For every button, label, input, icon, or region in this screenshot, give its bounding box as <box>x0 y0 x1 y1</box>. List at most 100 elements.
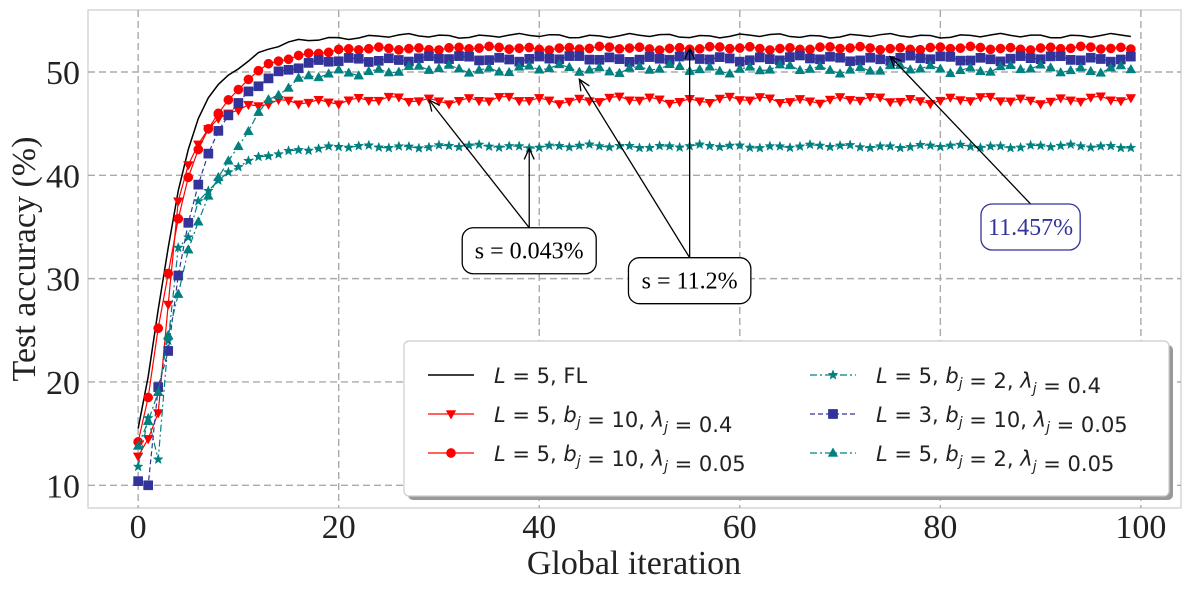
data-point-l5_b10_l005 <box>283 54 294 65</box>
data-point-l3_b10_l005 <box>283 64 294 75</box>
data-point-l5_b2_l005 <box>644 64 655 74</box>
legend-label-l5_b10_l005: L = 5, bj = 10, λj = 0.05 <box>494 442 746 476</box>
data-point-l3_b10_l005 <box>965 55 976 66</box>
data-point-l5_b10_l005 <box>484 41 494 52</box>
data-point-l5_b2_l005 <box>754 64 766 75</box>
data-point-l5_b2_l005 <box>373 63 385 73</box>
data-point-l5_b2_l04 <box>383 142 395 153</box>
legend-label-l5_b10_l04: L = 5, bj = 10, λj = 0.4 <box>494 403 732 437</box>
data-point-l5_b2_l04 <box>232 161 244 172</box>
data-point-l5_b10_l04 <box>634 96 645 106</box>
data-point-l5_b2_l005 <box>814 60 826 70</box>
data-point-l5_b10_l04 <box>864 93 876 103</box>
data-point-l5_b10_l04 <box>1125 94 1137 104</box>
data-point-l5_b10_l04 <box>493 93 505 103</box>
data-point-l5_b2_l04 <box>714 141 726 152</box>
data-point-l5_b10_l04 <box>674 98 685 108</box>
x-tick-label: 40 <box>522 509 556 546</box>
data-point-l5_b2_l04 <box>242 155 254 166</box>
data-point-l5_b2_l005 <box>1105 62 1117 72</box>
annotation-label: s = 0.043% <box>475 239 584 265</box>
data-point-l5_b10_l04 <box>393 93 405 103</box>
data-point-l5_b2_l04 <box>974 141 986 153</box>
data-point-l5_b10_l04 <box>544 96 555 106</box>
data-point-l5_b2_l005 <box>915 63 926 73</box>
legend-entry-l5_b2_l04: L = 5, bj = 2, λj = 0.4 <box>810 364 1101 398</box>
data-point-l3_b10_l005 <box>714 52 725 62</box>
data-point-l5_b2_l04 <box>1085 141 1097 153</box>
data-point-l5_b10_l04 <box>985 92 996 103</box>
data-point-l5_b10_l005 <box>714 42 725 52</box>
data-point-l5_b2_l005 <box>223 155 234 165</box>
y-tick-label: 10 <box>46 468 80 505</box>
data-point-l5_b10_l04 <box>904 95 916 105</box>
data-point-l5_b2_l005 <box>273 89 284 99</box>
data-point-l5_b2_l04 <box>874 140 886 151</box>
data-point-l5_b2_l04 <box>222 166 234 177</box>
data-point-l5_b10_l04 <box>824 95 836 106</box>
data-point-l5_b10_l04 <box>373 96 385 107</box>
data-point-l5_b2_l04 <box>403 140 415 152</box>
data-point-l5_b10_l005 <box>394 45 404 55</box>
data-point-l5_b2_l005 <box>955 64 966 75</box>
data-point-l5_b10_l005 <box>203 123 214 134</box>
data-point-l5_b10_l04 <box>624 96 635 106</box>
data-point-l5_b2_l005 <box>443 59 455 69</box>
data-point-l3_b10_l005 <box>1005 53 1016 64</box>
x-tick-label: 100 <box>1115 509 1166 546</box>
data-point-l5_b2_l005 <box>483 62 495 72</box>
legend-marker-l3_b10_l005 <box>828 409 838 419</box>
data-point-l5_b2_l04 <box>613 140 625 151</box>
data-point-l5_b10_l04 <box>794 95 806 105</box>
data-point-l5_b2_l005 <box>293 72 304 82</box>
annotation-arrow-head <box>523 146 535 160</box>
data-point-l5_b10_l005 <box>414 43 424 53</box>
data-point-l5_b10_l04 <box>433 97 445 107</box>
data-point-l5_b2_l005 <box>965 62 976 72</box>
data-point-l5_b2_l005 <box>503 66 515 77</box>
data-point-l5_b10_l04 <box>1095 92 1107 102</box>
data-point-l5_b10_l04 <box>142 435 154 445</box>
x-tick-label: 0 <box>130 509 147 546</box>
data-point-l5_b2_l005 <box>162 329 174 340</box>
data-point-l5_b2_l04 <box>433 139 445 150</box>
series-l5_b2_l005 <box>132 58 1137 450</box>
data-point-l5_b10_l04 <box>473 97 485 107</box>
data-point-l5_b10_l04 <box>313 95 324 106</box>
annotation-label: s = 11.2% <box>642 269 738 295</box>
data-point-l5_b10_l04 <box>243 100 254 111</box>
data-point-l5_b10_l005 <box>634 42 645 53</box>
data-point-l5_b2_l005 <box>874 65 886 75</box>
data-point-l5_b10_l005 <box>323 47 334 58</box>
data-point-l5_b10_l04 <box>1035 100 1046 110</box>
data-point-l5_b10_l04 <box>935 96 946 107</box>
data-point-l5_b2_l04 <box>944 139 956 151</box>
data-point-l3_b10_l005 <box>634 54 645 65</box>
data-point-l3_b10_l005 <box>273 66 284 77</box>
data-point-l5_b10_l005 <box>293 50 304 61</box>
data-point-l5_b10_l005 <box>243 74 254 85</box>
data-point-l3_b10_l005 <box>293 63 304 74</box>
data-point-l5_b2_l005 <box>183 244 194 254</box>
data-point-l5_b10_l005 <box>183 172 194 183</box>
legend-label-l5_b2_l04: L = 5, bj = 2, λj = 0.4 <box>876 364 1101 398</box>
data-point-l5_b2_l04 <box>333 141 345 152</box>
legend-frame <box>403 340 1170 497</box>
data-point-l3_b10_l005 <box>193 179 204 190</box>
data-point-l5_b2_l04 <box>784 141 796 153</box>
data-point-l3_b10_l005 <box>444 54 454 64</box>
data-point-l5_b2_l005 <box>744 61 756 71</box>
data-point-l5_b2_l04 <box>473 138 485 150</box>
data-point-l5_b2_l005 <box>142 415 154 425</box>
annotation-box <box>627 257 752 305</box>
data-point-l5_b10_l04 <box>463 94 475 104</box>
data-point-l5_b2_l04 <box>954 138 966 150</box>
data-point-l5_b10_l005 <box>504 44 515 55</box>
data-point-l3_b10_l005 <box>363 57 374 67</box>
data-point-l3_b10_l005 <box>353 53 364 64</box>
data-point-l3_b10_l005 <box>935 51 946 62</box>
data-point-l5_b10_l04 <box>564 97 575 108</box>
annotation-arrow-head <box>684 46 696 60</box>
data-point-l5_b10_l005 <box>594 41 605 52</box>
data-point-l5_b2_l005 <box>1065 64 1076 75</box>
